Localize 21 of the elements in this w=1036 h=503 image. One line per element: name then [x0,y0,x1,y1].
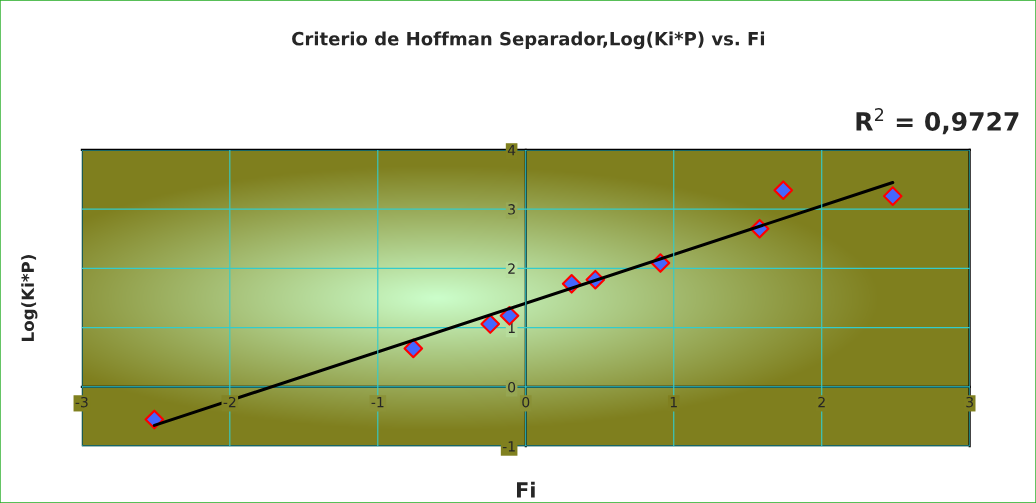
x-tick-label: 3 [966,396,973,408]
y-tick-label: 4 [507,145,516,156]
chart-title: Criterio de Hoffman Separador,Log(Ki*P) vs. Fi [292,31,765,50]
y-tick-label: 0 [508,381,516,393]
text: R$^{2}$ = 0,9727 [856,108,1019,135]
y-tick-label: 3 [508,204,515,215]
point [480,314,501,334]
x-tick-label: 2 [818,396,825,408]
y-axis-title: Log(Ki*P) [21,255,38,341]
x-tick-label: -2 [223,396,236,408]
point [882,186,903,206]
y-tick-label: 2 [508,263,515,274]
x-tick-label: 1 [670,397,677,408]
point [144,409,165,430]
point [403,338,424,359]
x-tick-label: 0 [522,396,530,408]
x-tick-label: -1 [371,397,384,408]
point [773,180,794,201]
x-axis-title: Fi [517,481,535,498]
y-tick-label: -1 [502,441,515,452]
x-tick-label: -3 [75,396,88,408]
